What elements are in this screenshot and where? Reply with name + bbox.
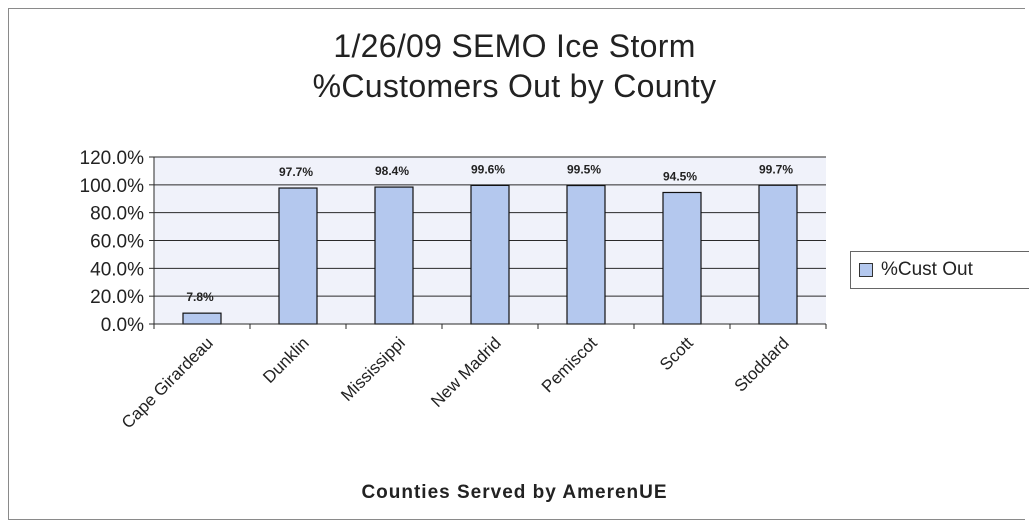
x-tick-label: Stoddard bbox=[731, 333, 793, 395]
y-tick-label: 60.0% bbox=[90, 232, 144, 253]
chart-subtitle: %Customers Out by County bbox=[312, 68, 717, 104]
y-tick-label: 20.0% bbox=[90, 287, 144, 308]
bar bbox=[278, 187, 318, 325]
data-label: 99.5% bbox=[567, 163, 601, 177]
y-tick-label: 80.0% bbox=[90, 204, 144, 225]
bar bbox=[374, 186, 414, 325]
y-tick-label: 120.0% bbox=[80, 148, 145, 169]
data-label: 94.5% bbox=[663, 169, 697, 183]
chart-frame bbox=[8, 8, 1025, 520]
legend: %Cust Out bbox=[850, 251, 1029, 289]
bar bbox=[758, 184, 798, 325]
y-tick-label: 100.0% bbox=[80, 176, 145, 197]
data-label: 97.7% bbox=[279, 165, 313, 179]
bar bbox=[662, 191, 702, 325]
x-tick-label: New Madrid bbox=[427, 333, 505, 411]
data-label: 99.6% bbox=[471, 162, 505, 176]
y-tick-label: 40.0% bbox=[90, 259, 144, 280]
data-label: 7.8% bbox=[186, 290, 214, 304]
axes bbox=[149, 156, 827, 329]
x-axis-title: Counties Served by AmerenUE bbox=[361, 482, 668, 503]
data-label: 98.4% bbox=[375, 164, 409, 178]
x-tick-label: Scott bbox=[656, 333, 697, 374]
legend-swatch bbox=[859, 263, 873, 277]
x-tick-label: Mississippi bbox=[337, 333, 409, 405]
bar bbox=[470, 184, 510, 325]
y-tick-label: 0.0% bbox=[101, 315, 144, 336]
legend-label: %Cust Out bbox=[881, 259, 973, 280]
x-tick-label: Cape Girardeau bbox=[118, 333, 217, 432]
data-label: 99.7% bbox=[759, 162, 793, 176]
bar bbox=[566, 184, 606, 325]
x-tick-label: Pemiscot bbox=[538, 333, 601, 396]
x-tick-label: Dunklin bbox=[259, 333, 313, 387]
bar bbox=[182, 312, 222, 325]
chart-title: 1/26/09 SEMO Ice Storm bbox=[333, 28, 696, 64]
